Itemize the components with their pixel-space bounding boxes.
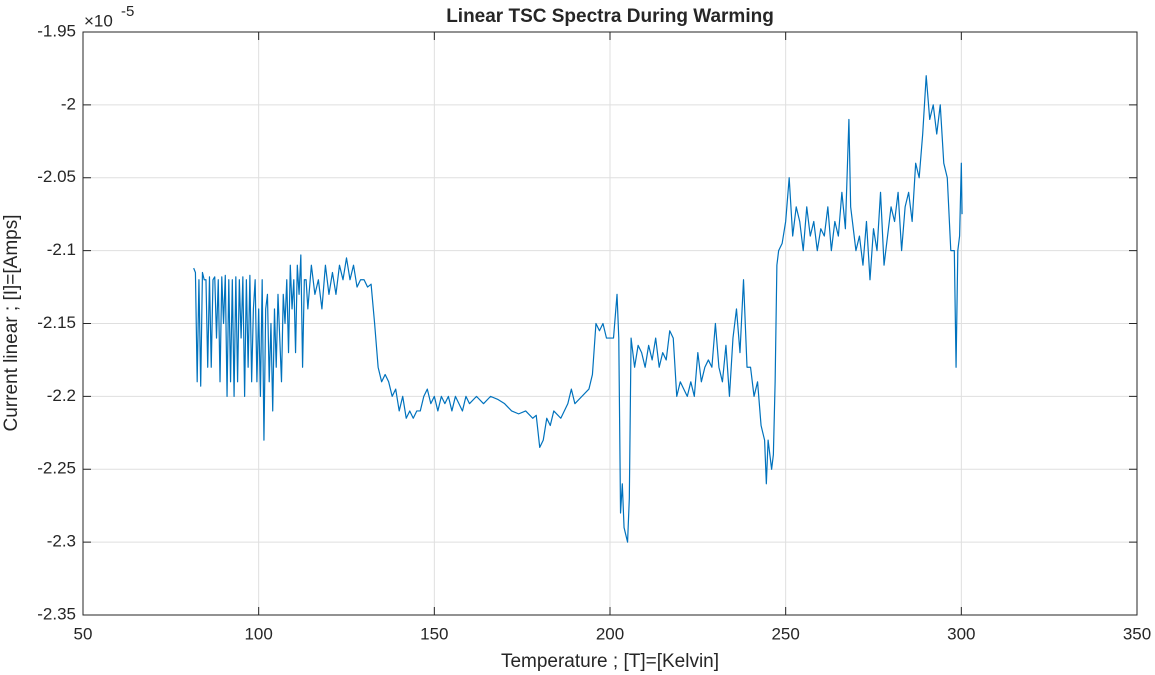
y-tick-label: -2.3: [47, 532, 76, 551]
x-tick-label: 250: [771, 624, 799, 643]
chart-title: Linear TSC Spectra During Warming: [446, 6, 774, 27]
y-tick-label: -2.25: [37, 459, 76, 478]
plot-area: 50 100 150 200 250 300 350 -2.35 -2.3 -2.25 -2.2 -2…: [37, 21, 1151, 643]
x-tick-label: 200: [596, 624, 624, 643]
y-tick-label: -2: [61, 94, 76, 113]
x-tick-label: 150: [420, 624, 448, 643]
x-tick-label: 50: [74, 624, 93, 643]
y-tick-label: -2.05: [37, 167, 76, 186]
x-tick-label: 100: [244, 624, 272, 643]
y-tick-label: -2.35: [37, 604, 76, 623]
x-tick-label: 350: [1123, 624, 1151, 643]
plot-frame: [82, 31, 1138, 616]
y-tick-label: -2.2: [47, 386, 76, 405]
y-tick-label: -2.1: [47, 240, 76, 259]
data-line: [193, 75, 963, 543]
y-tick-label: -2.15: [37, 313, 76, 332]
y-exponent-base: ×10: [84, 11, 113, 30]
x-axis-label: Temperature ; [T]=[Kelvin]: [501, 651, 719, 672]
y-exponent: -5: [121, 3, 134, 20]
y-tick-label: -1.95: [37, 21, 76, 40]
x-tick-label: 300: [947, 624, 975, 643]
y-axis-label: Current linear ; [I]=[Amps]: [1, 215, 22, 432]
